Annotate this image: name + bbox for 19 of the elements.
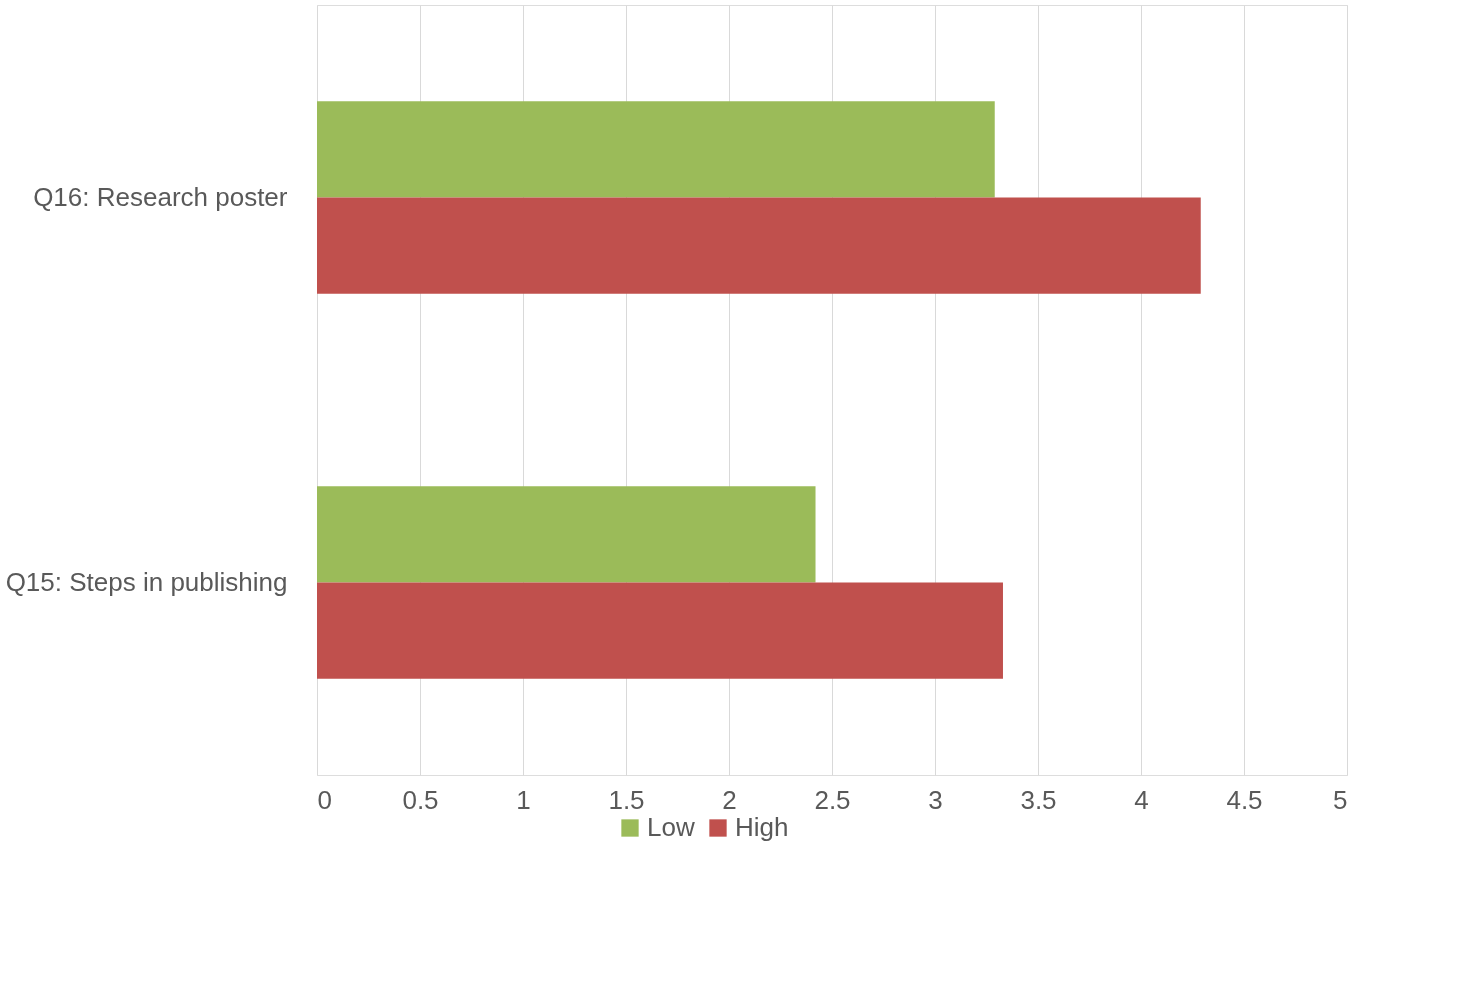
- y-tick-label: Q16: Research poster: [33, 181, 288, 212]
- x-tick-label: 2: [722, 784, 737, 815]
- legend-label: High: [735, 812, 789, 842]
- x-tick-label: 3.5: [1020, 784, 1057, 815]
- bar: [317, 101, 995, 198]
- x-tick-label: 1.5: [608, 784, 645, 815]
- x-tick-label: 4.5: [1226, 784, 1263, 815]
- x-tick-label: 0.5: [402, 784, 439, 815]
- legend-label: Low: [647, 812, 695, 842]
- x-tick-label: 2.5: [814, 784, 851, 815]
- bar: [317, 197, 1201, 294]
- x-tick-label: 5: [1333, 784, 1348, 815]
- x-tick-label: 0: [317, 784, 332, 815]
- x-tick-label: 1: [516, 784, 531, 815]
- y-tick-label: Q15: Steps in publishing: [5, 566, 288, 597]
- bar: [317, 582, 1003, 679]
- x-tick-label: 4: [1134, 784, 1149, 815]
- x-tick-label: 3: [928, 784, 943, 815]
- bar: [317, 486, 816, 583]
